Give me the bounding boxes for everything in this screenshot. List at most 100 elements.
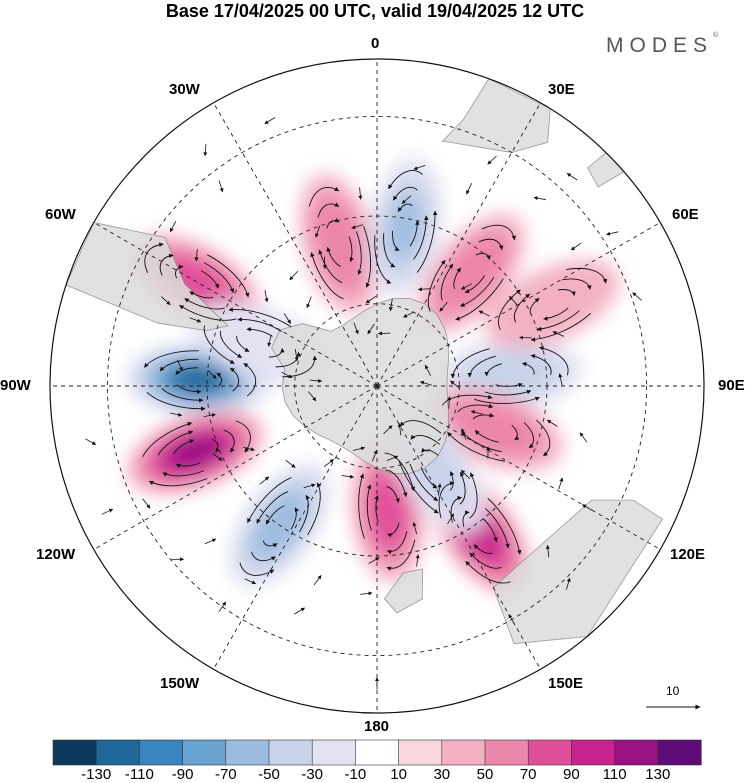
streamline	[173, 439, 195, 455]
wind-arrow	[579, 432, 588, 443]
streamline	[481, 224, 517, 241]
streamline	[450, 348, 490, 379]
wind-arrow	[367, 323, 375, 335]
streamline-group	[239, 477, 322, 576]
wind-arrow	[281, 371, 293, 379]
colorbar-swatch	[182, 739, 227, 766]
streamline	[535, 419, 551, 457]
streamline	[536, 310, 580, 332]
wind-arrow	[401, 195, 412, 204]
colorbar	[52, 739, 702, 766]
streamline-group	[144, 242, 250, 321]
wind-arrow	[460, 469, 470, 479]
streamline	[159, 358, 199, 372]
streamline	[243, 362, 257, 397]
wind-arrow	[264, 117, 276, 125]
streamline	[247, 477, 292, 524]
meridian	[213, 102, 378, 387]
wind-arrow	[177, 359, 183, 372]
graticule	[50, 59, 704, 713]
colorbar-tick-label: 130	[645, 766, 671, 783]
wind-arrow	[397, 423, 402, 436]
anomaly-cell	[299, 173, 379, 314]
streamline	[455, 278, 504, 321]
streamline	[203, 262, 235, 294]
streamline	[176, 384, 202, 395]
latitude-circle	[106, 115, 648, 657]
streamline	[409, 220, 420, 247]
streamline-group	[398, 420, 478, 519]
streamline	[409, 463, 439, 502]
streamline	[543, 307, 569, 321]
streamline	[203, 325, 235, 364]
colorbar-tick-label: 70	[519, 766, 537, 783]
wind-streamlines	[85, 117, 642, 690]
streamline	[200, 270, 220, 289]
wind-arrow	[85, 438, 97, 445]
streamline	[473, 544, 493, 554]
streamline	[265, 505, 285, 525]
streamline	[275, 351, 301, 368]
streamline	[216, 372, 223, 387]
streamline	[348, 236, 354, 263]
wind-arrow	[242, 446, 255, 452]
wind-arrow	[412, 522, 418, 535]
streamline	[308, 186, 340, 207]
streamline	[161, 388, 204, 403]
streamline	[397, 203, 413, 213]
australia	[492, 499, 664, 645]
streamline	[427, 259, 446, 312]
wind-arrow	[218, 180, 224, 193]
streamline	[326, 217, 340, 229]
streamline	[179, 304, 237, 321]
streamline	[318, 249, 343, 284]
wind-arrow	[566, 577, 571, 590]
streamline	[290, 507, 300, 530]
wind-arrow	[189, 317, 202, 323]
meridian	[376, 222, 661, 387]
wind-arrow	[360, 591, 373, 596]
colorbar-tick-label: -10	[344, 766, 367, 783]
wind-arrow	[533, 196, 546, 201]
streamline	[246, 326, 273, 337]
meridian	[93, 222, 378, 387]
wind-arrow	[341, 474, 354, 479]
streamline-group	[374, 170, 438, 284]
streamline	[462, 510, 470, 527]
colorbar-tick-label: -110	[124, 766, 154, 783]
wind-arrow	[403, 311, 415, 318]
colorbar-swatch	[571, 739, 616, 766]
streamline	[393, 186, 418, 201]
streamline	[521, 361, 535, 375]
streamline	[229, 367, 240, 392]
streamline	[438, 481, 455, 519]
streamline	[413, 215, 429, 260]
wind-arrow	[194, 249, 199, 262]
wind-arrow	[212, 453, 223, 461]
streamline	[469, 472, 478, 519]
streamline	[441, 394, 493, 406]
streamline	[511, 424, 520, 441]
colorbar-tick-label: -50	[258, 766, 280, 783]
wind-arrow	[283, 313, 292, 324]
colorbar-swatch	[355, 739, 400, 766]
streamline	[457, 403, 494, 413]
streamline	[366, 484, 372, 531]
streamline	[410, 434, 440, 445]
wind-arrow	[371, 449, 378, 462]
wind-arrow	[259, 476, 270, 485]
streamline	[189, 291, 214, 299]
wind-arrow	[365, 295, 377, 304]
streamline	[474, 429, 499, 443]
lon-label-90e: 90E	[718, 377, 745, 394]
streamline	[420, 466, 438, 489]
wind-arrow	[161, 296, 171, 305]
streamline	[562, 278, 592, 290]
wind-arrow	[169, 412, 183, 417]
wind-arrow	[289, 270, 299, 281]
streamline	[307, 482, 322, 536]
streamline	[143, 350, 199, 368]
wind-arrow	[461, 428, 467, 440]
streamline	[385, 469, 408, 498]
wind-arrow	[383, 425, 393, 435]
